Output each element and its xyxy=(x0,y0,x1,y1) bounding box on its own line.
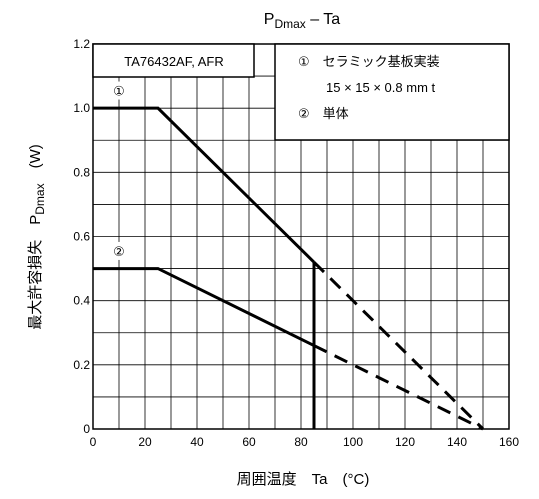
legend-line-1: ① セラミック基板実装 xyxy=(298,54,440,69)
x-tick-label: 80 xyxy=(294,435,308,449)
x-tick-label: 140 xyxy=(447,435,467,449)
series-2-marker: ② xyxy=(113,244,125,259)
legend-box: ① セラミック基板実装 15 × 15 × 0.8 mm t ② 単体 xyxy=(274,43,510,141)
device-label-box: TA76432AF, AFR xyxy=(92,43,255,78)
series-1-marker-bg xyxy=(110,81,128,100)
y-tick-label: 1.2 xyxy=(73,37,90,51)
y-tick-label: 0.6 xyxy=(73,230,90,244)
series-2-marker-bg xyxy=(110,241,128,260)
y-tick-label: 0.8 xyxy=(73,165,90,179)
series-1-solid xyxy=(93,106,316,264)
x-tick-label: 20 xyxy=(138,435,152,449)
y-axis-label: 最大許容損失 PDmax (W) xyxy=(27,144,47,330)
x-tick-label: 120 xyxy=(395,435,415,449)
series-2-dashed xyxy=(313,344,484,431)
device-label: TA76432AF, AFR xyxy=(124,54,223,69)
chart-title: PDmax – Ta xyxy=(264,11,341,31)
series-1-dashed xyxy=(312,261,485,431)
x-axis-label: 周囲温度 Ta (°C) xyxy=(237,471,370,488)
x-tick-label: 60 xyxy=(242,435,256,449)
x-tick-label: 160 xyxy=(499,435,519,449)
series-2-solid xyxy=(93,267,315,347)
data-lines: ①② xyxy=(93,81,485,431)
x-tick-label: 0 xyxy=(90,435,97,449)
x-tick-label: 40 xyxy=(190,435,204,449)
x-tick-label: 100 xyxy=(343,435,363,449)
legend-line-3: ② 単体 xyxy=(298,106,349,121)
tick-labels: 0 20 40 60 80 100 120 140 160 0 0.2 0.4 0.6 0.8 1.0 1.2 xyxy=(73,37,519,449)
y-tick-label: 0.2 xyxy=(73,358,90,372)
y-tick-label: 1.0 xyxy=(73,101,90,115)
legend-line-2: 15 × 15 × 0.8 mm t xyxy=(326,80,436,95)
series-1-marker: ① xyxy=(113,84,125,99)
y-tick-label: 0 xyxy=(83,422,90,436)
y-tick-label: 0.4 xyxy=(73,294,90,308)
